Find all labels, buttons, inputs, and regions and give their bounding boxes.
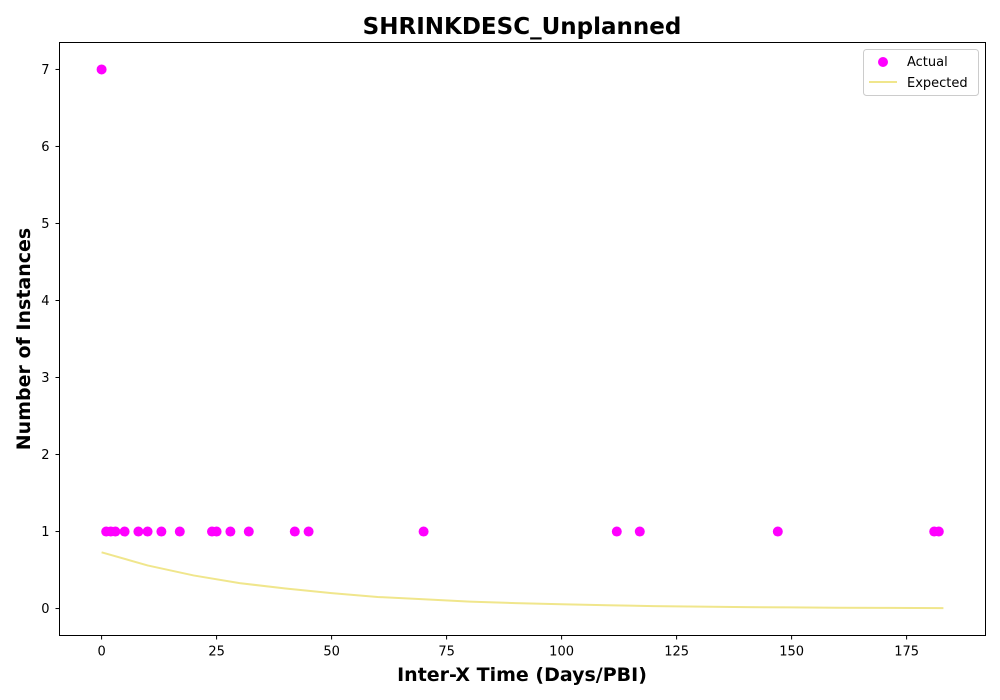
x-axis-label: Inter-X Time (Days/PBI) <box>397 664 647 686</box>
legend-marker-actual <box>878 57 888 67</box>
actual-point-4 <box>119 526 130 537</box>
legend-label-actual: Actual <box>907 55 948 70</box>
actual-point-5 <box>133 526 144 537</box>
x-tick-label: 125 <box>664 645 689 660</box>
actual-point-3 <box>110 526 121 537</box>
actual-point-12 <box>243 526 254 537</box>
x-tick-label: 100 <box>549 645 574 660</box>
actual-point-0 <box>96 64 107 75</box>
y-tick-label: 0 <box>41 602 49 617</box>
y-tick-label: 5 <box>41 217 49 232</box>
y-axis-ticks: 0 1 2 3 4 5 6 7 <box>41 63 60 617</box>
actual-point-13 <box>289 526 300 537</box>
y-tick-label: 4 <box>41 294 49 309</box>
y-tick-label: 1 <box>41 525 49 540</box>
expected-curve <box>101 551 944 610</box>
actual-point-20 <box>933 526 944 537</box>
x-tick-label: 0 <box>97 645 105 660</box>
y-tick-label: 6 <box>41 140 49 155</box>
actual-point-18 <box>772 526 783 537</box>
plot-frame <box>59 42 986 636</box>
actual-point-17 <box>634 526 645 537</box>
legend-box <box>863 49 979 96</box>
x-tick-label: 150 <box>779 645 804 660</box>
actual-point-10 <box>211 526 222 537</box>
legend-label-expected: Expected <box>907 76 968 91</box>
actual-point-11 <box>225 526 236 537</box>
actual-point-16 <box>611 526 622 537</box>
x-tick-label: 50 <box>323 645 340 660</box>
actual-point-14 <box>303 526 314 537</box>
x-tick-label: 75 <box>438 645 455 660</box>
actual-point-15 <box>418 526 429 537</box>
actual-point-8 <box>174 526 185 537</box>
y-tick-label: 3 <box>41 371 49 386</box>
actual-point-6 <box>142 526 153 537</box>
actual-point-7 <box>156 526 167 537</box>
y-axis-label: Number of Instances <box>13 228 35 450</box>
x-tick-label: 25 <box>208 645 225 660</box>
x-tick-label: 175 <box>894 645 919 660</box>
x-axis-ticks: 0 25 50 75 100 125 150 175 <box>97 635 919 660</box>
chart-title: SHRINKDESC_Unplanned <box>363 14 682 40</box>
legend: Actual Expected <box>863 49 979 96</box>
series-layer <box>96 64 944 610</box>
y-tick-label: 7 <box>41 63 49 78</box>
y-tick-label: 2 <box>41 448 49 463</box>
